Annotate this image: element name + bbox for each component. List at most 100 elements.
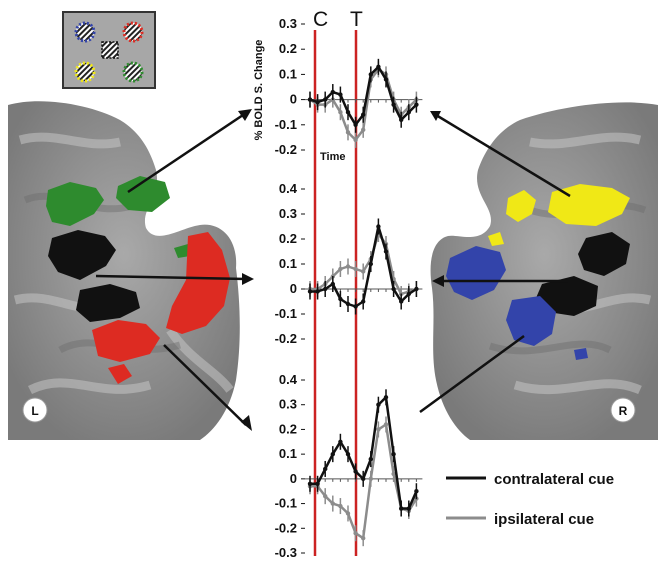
arrow-head [242, 273, 254, 285]
arrow-head [430, 111, 441, 121]
data-point-ipsilateral [368, 476, 373, 482]
arrow-black-to-middle-panel [95, 274, 247, 281]
data-point-contralateral [345, 451, 351, 457]
data-point-ipsilateral [383, 422, 389, 427]
data-point-ipsilateral [345, 511, 351, 516]
data-point-contralateral [399, 299, 404, 304]
data-point-contralateral [315, 289, 320, 294]
y-tick-label: 0.4 [279, 372, 298, 387]
left-hemisphere-label: L [31, 404, 38, 418]
legend: contralateral cue ipsilateral cue [446, 471, 614, 528]
panel-3: 0.4 0.3 0.2 0.1 0 -0.1 -0.2 -0.3 [275, 372, 423, 560]
data-point-contralateral [368, 456, 373, 462]
data-point-ipsilateral [338, 110, 343, 115]
data-point-ipsilateral [330, 501, 335, 506]
y-axis-label: % BOLD S. Change [253, 40, 265, 141]
data-point-contralateral [391, 102, 396, 107]
data-point-ipsilateral [353, 531, 358, 536]
data-point-ipsilateral [353, 266, 358, 272]
data-point-contralateral [361, 299, 366, 304]
data-point-ipsilateral [361, 127, 366, 133]
data-point-ipsilateral [361, 535, 366, 541]
data-point-contralateral [406, 291, 411, 297]
data-point-contralateral [399, 506, 404, 511]
legend-item-ipsilateral: ipsilateral cue [446, 511, 594, 528]
left-red-cluster [92, 232, 230, 384]
right-hemisphere-badge [610, 397, 636, 423]
data-point-ipsilateral [323, 493, 328, 499]
data-point-contralateral [383, 77, 389, 82]
data-point-contralateral [307, 289, 313, 294]
data-point-contralateral [323, 466, 328, 472]
data-point-contralateral [338, 439, 343, 444]
arrow-head [238, 109, 252, 121]
y-tick-label: -0.1 [275, 496, 297, 511]
data-point-contralateral [353, 122, 358, 128]
arrow-yellow-to-top-panel [435, 113, 571, 198]
arrow-head [432, 275, 444, 287]
y-tick-label: 0 [290, 281, 297, 296]
time-course-panels: 0.30.20.10-0.1-0.20.40.30.20.10-0.1-0.20… [275, 16, 423, 560]
cue-circle-yellow [74, 61, 96, 83]
data-point-contralateral [383, 395, 389, 400]
data-point-contralateral [323, 286, 328, 292]
y-tick-label: 0.3 [279, 16, 297, 31]
y-tick-label: -0.2 [275, 331, 297, 346]
left-black-cluster [48, 230, 140, 322]
legend-label-ipsilateral: ipsilateral cue [494, 511, 594, 528]
cue-center-square [101, 41, 119, 59]
data-point-contralateral [315, 99, 320, 105]
data-point-contralateral [376, 402, 381, 407]
series-line-contralateral [310, 396, 418, 510]
data-point-contralateral [376, 64, 381, 70]
data-point-contralateral [414, 286, 419, 292]
left-hemisphere-badge [22, 397, 48, 423]
data-point-contralateral [391, 286, 396, 292]
data-point-contralateral [368, 72, 373, 77]
right-black-cluster [536, 232, 630, 316]
x-axis-label: Time [320, 151, 345, 163]
y-tick-label: -0.2 [275, 142, 297, 157]
y-tick-label: 0 [290, 92, 297, 107]
y-tick-label: 0 [290, 471, 297, 486]
y-tick-label: -0.1 [275, 117, 297, 132]
y-tick-label: 0.1 [279, 256, 297, 271]
data-point-ipsilateral [338, 503, 343, 509]
legend-label-contralateral: contralateral cue [494, 471, 614, 488]
data-point-contralateral [353, 304, 358, 309]
panel-2: 0.4 0.3 0.2 0.1 0 -0.1 -0.2 [275, 181, 423, 346]
arrow-head [241, 415, 252, 431]
data-point-contralateral [376, 224, 381, 229]
data-point-contralateral [345, 301, 351, 307]
data-point-ipsilateral [391, 471, 396, 477]
data-point-contralateral [315, 481, 320, 486]
data-point-contralateral [361, 112, 366, 117]
y-tick-label: -0.1 [275, 306, 297, 321]
cue-circle-red [122, 21, 144, 43]
y-tick-label: 0.2 [279, 421, 297, 436]
data-point-contralateral [391, 451, 396, 457]
data-point-contralateral [338, 296, 343, 302]
data-point-ipsilateral [361, 269, 366, 274]
data-point-contralateral [414, 489, 419, 494]
y-tick-label: 0.2 [279, 231, 297, 246]
arrow-green-to-top-panel [127, 111, 247, 194]
data-point-ipsilateral [338, 266, 343, 272]
data-point-ipsilateral [353, 137, 358, 143]
y-tick-label: 0.4 [279, 181, 298, 196]
data-point-ipsilateral [345, 130, 351, 135]
arrow-red-to-bottom-panel [163, 344, 247, 426]
data-point-contralateral [330, 451, 335, 457]
data-point-contralateral [353, 469, 358, 474]
y-tick-label: 0.3 [279, 206, 297, 221]
panel-1: 0.3 0.2 0.1 0 -0.1 -0.2 [275, 16, 423, 157]
left-green-cluster [46, 176, 190, 258]
cue-marker-label: C [313, 8, 328, 31]
data-point-contralateral [399, 117, 404, 122]
data-point-ipsilateral [345, 264, 351, 269]
left-hemisphere-map: L [8, 101, 240, 440]
y-tick-label: -0.3 [275, 545, 297, 560]
data-point-contralateral [414, 102, 419, 107]
right-hemisphere-label: R [619, 404, 628, 418]
